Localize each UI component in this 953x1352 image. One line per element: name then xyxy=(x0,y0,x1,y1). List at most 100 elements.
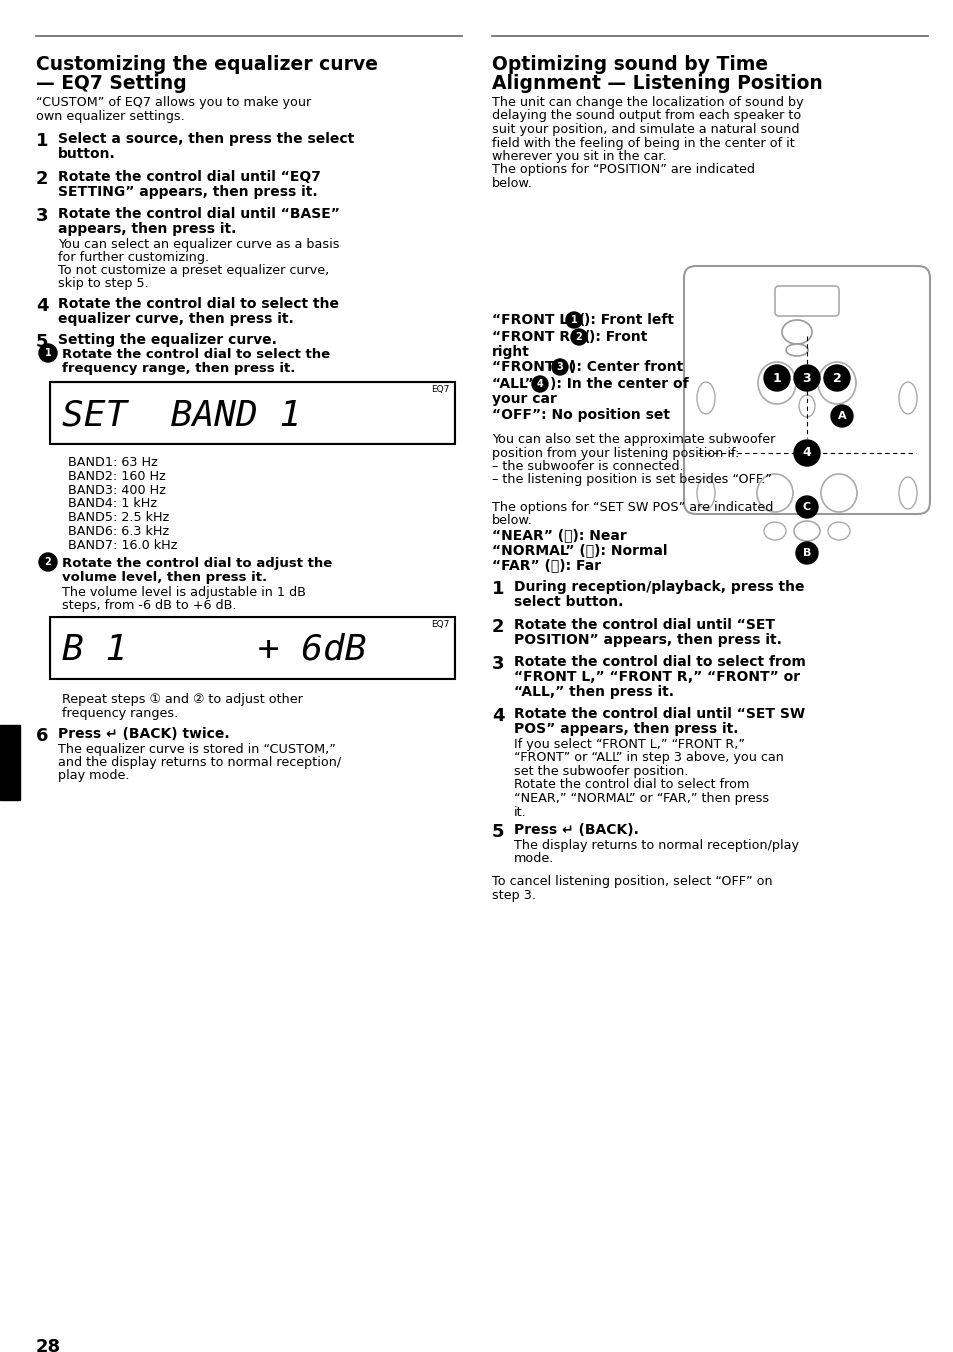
Text: POSITION” appears, then press it.: POSITION” appears, then press it. xyxy=(514,633,781,648)
FancyBboxPatch shape xyxy=(52,384,453,442)
Text: step 3.: step 3. xyxy=(492,890,536,902)
Ellipse shape xyxy=(757,475,792,512)
Text: position from your listening position if:: position from your listening position if… xyxy=(492,446,739,460)
Text: “FRONT L” (: “FRONT L” ( xyxy=(492,314,584,327)
Text: C: C xyxy=(802,502,810,512)
Text: play mode.: play mode. xyxy=(58,769,130,781)
Text: ): Front left: ): Front left xyxy=(583,314,673,327)
Text: SETTING” appears, then press it.: SETTING” appears, then press it. xyxy=(58,185,317,199)
Circle shape xyxy=(39,343,57,362)
Text: 3: 3 xyxy=(36,207,49,224)
Text: Alignment — Listening Position: Alignment — Listening Position xyxy=(492,74,821,93)
Text: Optimizing sound by Time: Optimizing sound by Time xyxy=(492,55,767,74)
Text: 1: 1 xyxy=(36,132,49,150)
Text: The equalizer curve is stored in “CUSTOM,”: The equalizer curve is stored in “CUSTOM… xyxy=(58,744,335,756)
Text: and the display returns to normal reception/: and the display returns to normal recept… xyxy=(58,756,341,769)
Text: “NORMAL” (Ⓑ): Normal: “NORMAL” (Ⓑ): Normal xyxy=(492,544,667,557)
Text: suit your position, and simulate a natural sound: suit your position, and simulate a natur… xyxy=(492,123,799,137)
Text: To not customize a preset equalizer curve,: To not customize a preset equalizer curv… xyxy=(58,264,329,277)
Text: 28: 28 xyxy=(36,1338,61,1352)
Text: SET  BAND 1: SET BAND 1 xyxy=(62,397,301,433)
Text: frequency range, then press it.: frequency range, then press it. xyxy=(62,362,295,375)
Text: BAND6: 6.3 kHz: BAND6: 6.3 kHz xyxy=(68,525,169,538)
Text: 2: 2 xyxy=(575,333,581,342)
Text: 6: 6 xyxy=(36,727,49,745)
Text: ): Center front: ): Center front xyxy=(569,360,682,375)
Text: A: A xyxy=(837,411,845,420)
Text: volume level, then press it.: volume level, then press it. xyxy=(62,571,267,584)
Ellipse shape xyxy=(827,522,849,539)
Text: – the subwoofer is connected.: – the subwoofer is connected. xyxy=(492,460,683,473)
Text: “FRONT” or “ALL” in step 3 above, you can: “FRONT” or “ALL” in step 3 above, you ca… xyxy=(514,752,783,764)
Text: delaying the sound output from each speaker to: delaying the sound output from each spea… xyxy=(492,110,801,123)
Text: Rotate the control dial to select the: Rotate the control dial to select the xyxy=(62,347,330,361)
Ellipse shape xyxy=(758,362,795,404)
Ellipse shape xyxy=(697,383,714,414)
Text: During reception/playback, press the: During reception/playback, press the xyxy=(514,580,803,594)
Text: “ALL” (: “ALL” ( xyxy=(492,377,544,391)
Text: button.: button. xyxy=(58,147,115,161)
Text: select button.: select button. xyxy=(514,595,622,608)
Text: “CUSTOM” of EQ7 allows you to make your: “CUSTOM” of EQ7 allows you to make your xyxy=(36,96,311,110)
Circle shape xyxy=(795,542,817,564)
Text: Setting the equalizer curve.: Setting the equalizer curve. xyxy=(58,333,276,347)
Text: The options for “POSITION” are indicated: The options for “POSITION” are indicated xyxy=(492,164,754,177)
Text: EQ7: EQ7 xyxy=(431,385,450,393)
Text: B: B xyxy=(802,548,810,558)
Text: 4: 4 xyxy=(536,379,543,389)
Circle shape xyxy=(565,312,581,329)
Text: The display returns to normal reception/play: The display returns to normal reception/… xyxy=(514,840,799,852)
Text: Rotate the control dial to adjust the: Rotate the control dial to adjust the xyxy=(62,557,332,571)
Text: right: right xyxy=(492,345,529,360)
Text: BAND1: 63 Hz: BAND1: 63 Hz xyxy=(68,456,157,469)
Text: 3: 3 xyxy=(556,362,563,372)
Text: 1: 1 xyxy=(570,315,577,324)
Text: Press ↵ (BACK).: Press ↵ (BACK). xyxy=(514,823,639,837)
Text: 1: 1 xyxy=(45,347,51,358)
Text: BAND2: 160 Hz: BAND2: 160 Hz xyxy=(68,469,166,483)
Text: 4: 4 xyxy=(492,707,504,725)
Text: If you select “FRONT L,” “FRONT R,”: If you select “FRONT L,” “FRONT R,” xyxy=(514,738,744,750)
Text: “FRONT L,” “FRONT R,” “FRONT” or: “FRONT L,” “FRONT R,” “FRONT” or xyxy=(514,671,800,684)
Ellipse shape xyxy=(799,395,814,416)
Text: “FAR” (Ⓒ): Far: “FAR” (Ⓒ): Far xyxy=(492,558,600,572)
Text: Repeat steps ① and ② to adjust other: Repeat steps ① and ② to adjust other xyxy=(62,694,302,706)
Ellipse shape xyxy=(898,383,916,414)
Circle shape xyxy=(532,376,547,392)
Text: “FRONT” (: “FRONT” ( xyxy=(492,360,575,375)
Text: frequency ranges.: frequency ranges. xyxy=(62,707,178,721)
Text: 2: 2 xyxy=(45,557,51,566)
Text: BAND5: 2.5 kHz: BAND5: 2.5 kHz xyxy=(68,511,169,525)
Text: – the listening position is set besides “OFF.”: – the listening position is set besides … xyxy=(492,473,771,487)
FancyBboxPatch shape xyxy=(52,619,453,677)
Text: 3: 3 xyxy=(492,654,504,673)
Text: mode.: mode. xyxy=(514,852,554,865)
Text: “NEAR” (Ⓐ): Near: “NEAR” (Ⓐ): Near xyxy=(492,529,626,542)
Text: equalizer curve, then press it.: equalizer curve, then press it. xyxy=(58,312,294,326)
Text: skip to step 5.: skip to step 5. xyxy=(58,277,149,289)
Text: The unit can change the localization of sound by: The unit can change the localization of … xyxy=(492,96,802,110)
Text: B 1      + 6dB: B 1 + 6dB xyxy=(62,633,366,667)
Text: POS” appears, then press it.: POS” appears, then press it. xyxy=(514,722,738,735)
Text: — EQ7 Setting: — EQ7 Setting xyxy=(36,74,187,93)
Text: The options for “SET SW POS” are indicated: The options for “SET SW POS” are indicat… xyxy=(492,500,773,514)
Text: “ALL,” then press it.: “ALL,” then press it. xyxy=(514,685,673,699)
Text: 2: 2 xyxy=(492,618,504,635)
Text: The volume level is adjustable in 1 dB: The volume level is adjustable in 1 dB xyxy=(62,585,306,599)
Text: 5: 5 xyxy=(36,333,49,352)
Text: field with the feeling of being in the center of it: field with the feeling of being in the c… xyxy=(492,137,794,150)
Text: “FRONT R” (: “FRONT R” ( xyxy=(492,330,590,343)
Text: You can select an equalizer curve as a basis: You can select an equalizer curve as a b… xyxy=(58,238,339,251)
FancyBboxPatch shape xyxy=(774,287,838,316)
Text: your car: your car xyxy=(492,392,557,406)
Text: 4: 4 xyxy=(36,297,49,315)
Circle shape xyxy=(795,496,817,518)
Text: below.: below. xyxy=(492,514,533,527)
Text: BAND3: 400 Hz: BAND3: 400 Hz xyxy=(68,484,166,496)
Ellipse shape xyxy=(781,320,811,343)
Ellipse shape xyxy=(821,475,856,512)
Text: Rotate the control dial until “EQ7: Rotate the control dial until “EQ7 xyxy=(58,170,320,184)
Circle shape xyxy=(793,439,820,466)
Text: Customizing the equalizer curve: Customizing the equalizer curve xyxy=(36,55,377,74)
Text: appears, then press it.: appears, then press it. xyxy=(58,222,236,237)
